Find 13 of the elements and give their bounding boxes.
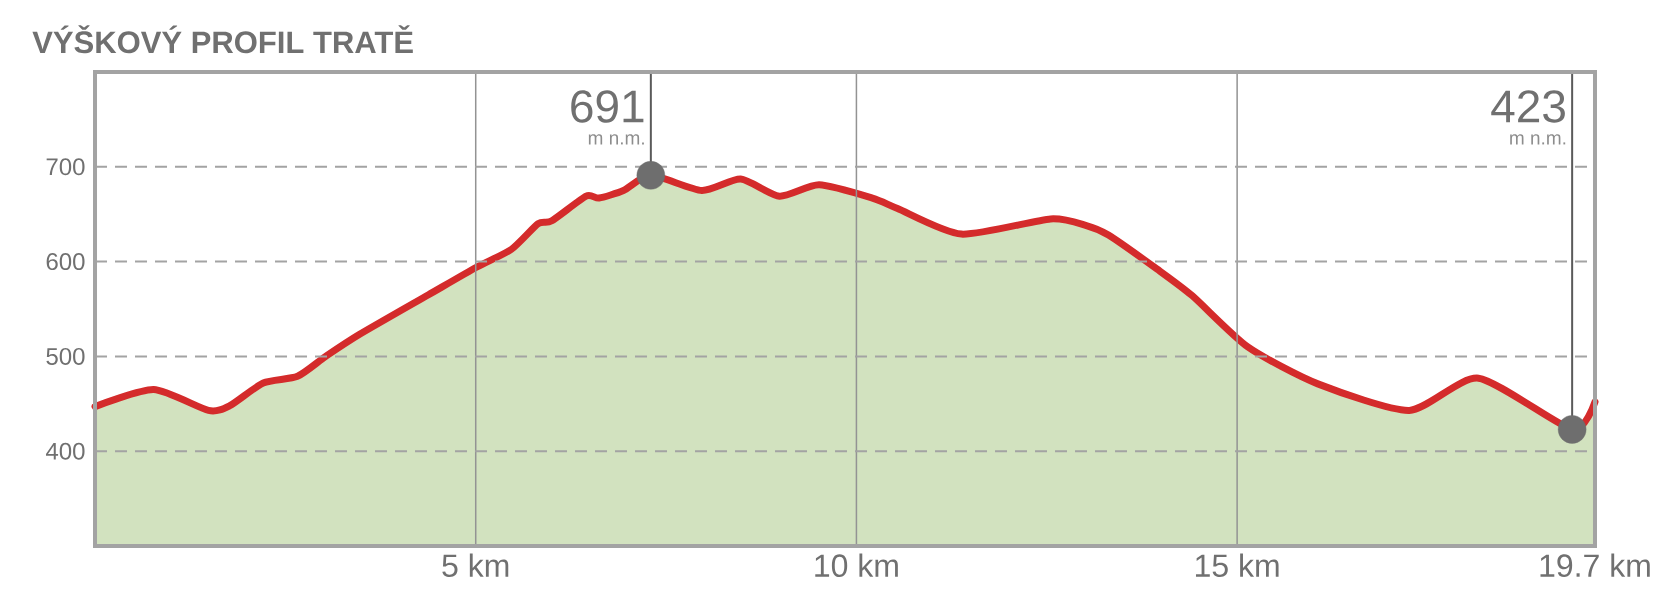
annotation: 691 [571, 90, 644, 123]
y-tick-label: 700 [46, 158, 85, 176]
y-tick-label: 600 [46, 253, 85, 271]
annotation: m n.m. [588, 134, 644, 145]
y-tick-label: 500 [46, 347, 85, 365]
y-tick-label: 400 [45, 442, 85, 460]
x-tick-label: 10 km [815, 553, 898, 578]
x-tick-label: 19.7 km [1540, 553, 1650, 578]
x-tick-label: 15 km [1195, 553, 1279, 578]
annotation: m n.m. [1510, 134, 1566, 145]
x-tick-label: 5 km [442, 553, 509, 578]
annotation: 423 [1491, 90, 1565, 123]
chart-title: VÝŠKOVÝ PROFIL TRATĚ [32, 25, 413, 54]
